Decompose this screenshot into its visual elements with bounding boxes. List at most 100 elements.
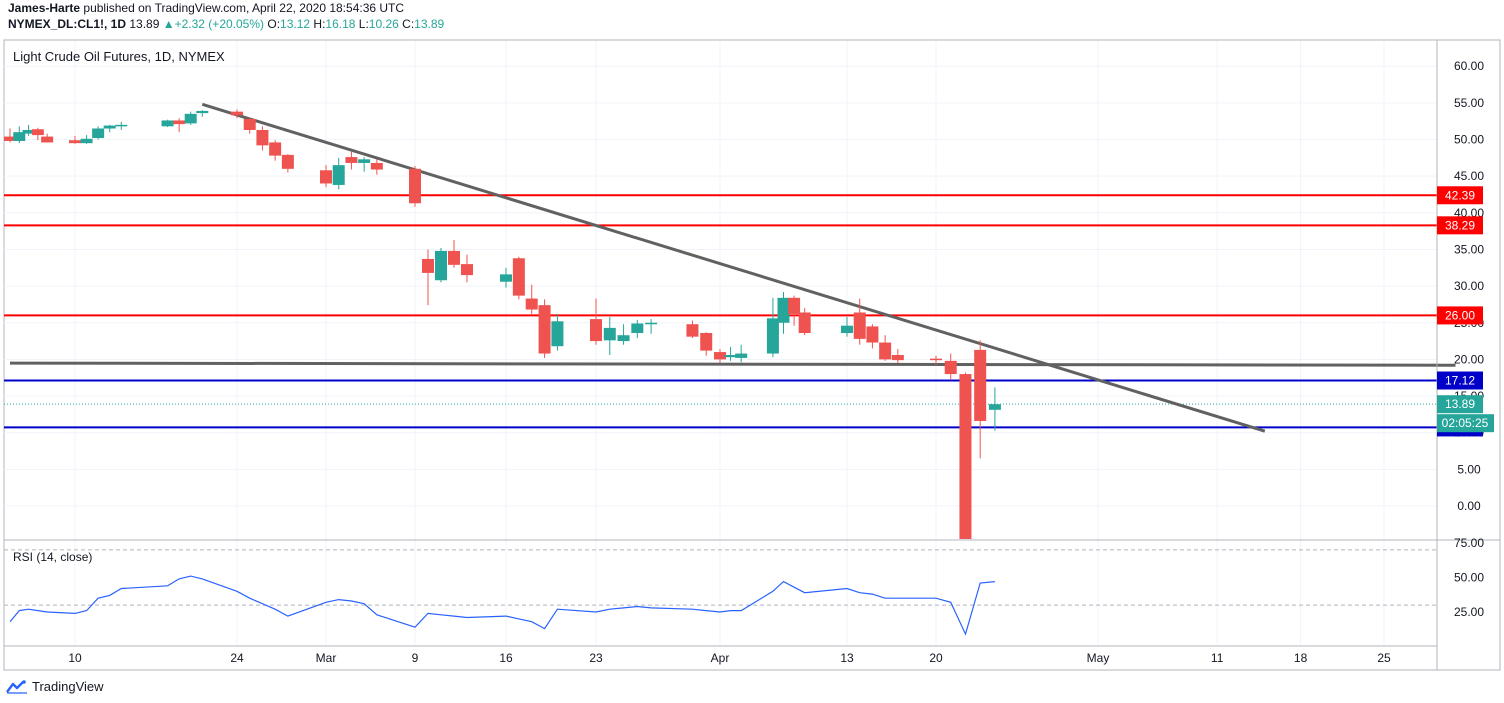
tradingview-logo[interactable]: TradingView xyxy=(6,679,104,694)
trend-line xyxy=(201,102,1266,433)
candle-body xyxy=(512,258,525,296)
price-tick-label: 55.00 xyxy=(1454,96,1484,110)
time-axis[interactable]: 10 24 Mar 9 16 23 Apr 13 20 May 11 18 25 xyxy=(68,651,1391,665)
candle-body xyxy=(525,298,538,310)
tradingview-brand: TradingView xyxy=(32,679,104,694)
candle-body xyxy=(196,110,209,114)
candle-body xyxy=(332,165,345,185)
price-tick-label: 60.00 xyxy=(1454,59,1484,73)
candle-body xyxy=(409,168,421,204)
candle-body xyxy=(370,162,383,170)
candle-body xyxy=(243,118,256,130)
low-value: 10.26 xyxy=(368,17,399,31)
trend-lines[interactable] xyxy=(9,102,1456,433)
candle-body xyxy=(777,297,790,323)
tradingview-logo-icon xyxy=(6,679,27,694)
candle-body xyxy=(841,325,853,334)
candle-body xyxy=(988,404,1001,410)
price-tick-label: 30.00 xyxy=(1454,279,1484,293)
level-badge-label: 26.00 xyxy=(1445,308,1475,322)
price-tick-label: 5.00 xyxy=(1457,462,1481,476)
candle-body xyxy=(461,264,473,276)
candle-body xyxy=(231,111,243,116)
countdown-label: 02:05:25 xyxy=(1442,416,1489,430)
level-badge xyxy=(1437,186,1483,205)
candle-body xyxy=(714,352,726,360)
price-tick-label: 45.00 xyxy=(1454,169,1484,183)
candle-body xyxy=(686,324,699,337)
candle-body xyxy=(69,140,81,144)
candle-body xyxy=(31,129,44,136)
open-value: 13.12 xyxy=(280,17,311,31)
candle-body xyxy=(617,335,630,342)
chart-title: Light Crude Oil Futures, 1D, NYMEX xyxy=(13,49,225,64)
candle-body xyxy=(161,120,174,127)
price-tick-label: 50.00 xyxy=(1454,133,1484,147)
candle-body xyxy=(891,355,904,361)
candle-body xyxy=(320,170,332,184)
time-tick-label: 10 xyxy=(68,651,82,665)
time-tick-label: 11 xyxy=(1211,651,1224,665)
candle-body xyxy=(13,132,26,141)
ohlc-legend: NYMEX_DL:CL1!, 1D 13.89 ▲+2.32 (+20.05%)… xyxy=(8,17,444,31)
candle-body xyxy=(788,297,801,314)
candle-body xyxy=(422,258,434,273)
change-value: ▲+2.32 (+20.05%) xyxy=(162,17,265,31)
last-price: 13.89 xyxy=(129,17,160,31)
time-tick-label: 25 xyxy=(1377,651,1391,665)
candle-body xyxy=(631,323,644,334)
last-price-badge xyxy=(1437,395,1483,414)
candle-body xyxy=(866,326,879,343)
candle-body xyxy=(80,138,93,144)
time-tick-label: May xyxy=(1087,651,1110,665)
time-tick-label: 24 xyxy=(230,651,244,665)
candles xyxy=(4,109,1001,539)
candle-body xyxy=(879,342,892,360)
candle-body xyxy=(358,159,371,163)
author-name[interactable]: James-Harte xyxy=(8,1,81,15)
rsi-tick-label: 75.00 xyxy=(1454,536,1484,550)
candle-body xyxy=(22,129,35,134)
time-tick-label: 23 xyxy=(589,651,603,665)
open-label: O: xyxy=(267,17,281,31)
candle-body xyxy=(269,142,282,156)
rsi-tick-label: 25.00 xyxy=(1454,605,1484,619)
level-badge xyxy=(1437,371,1483,390)
candle-body xyxy=(735,353,748,358)
candle-body xyxy=(41,136,54,143)
published-text: published on TradingView.com, April 22, … xyxy=(83,1,405,15)
price-tick-label: 35.00 xyxy=(1454,242,1484,256)
candle-body xyxy=(930,358,942,361)
high-label: H: xyxy=(313,17,326,31)
candle-body xyxy=(944,360,957,375)
rsi-title: RSI (14, close) xyxy=(13,550,92,564)
time-tick-label: Mar xyxy=(316,651,337,665)
countdown-badge xyxy=(1437,414,1494,433)
level-badge-label: 38.29 xyxy=(1445,218,1475,232)
candle-body xyxy=(345,157,358,163)
candle-body xyxy=(115,124,128,127)
candle-body xyxy=(500,274,512,282)
candle-body xyxy=(700,333,713,351)
candle-body xyxy=(448,250,460,265)
candle-body xyxy=(538,305,551,354)
candle-body xyxy=(603,327,616,341)
high-value: 16.18 xyxy=(325,17,356,31)
candle-body xyxy=(766,318,779,354)
price-tick-label: 0.00 xyxy=(1457,499,1481,513)
time-tick-label: 20 xyxy=(929,651,943,665)
time-tick-label: 16 xyxy=(499,651,513,665)
symbol-label: NYMEX_DL:CL1!, 1D xyxy=(8,17,127,31)
publish-info: James-Harte published on TradingView.com… xyxy=(8,1,404,15)
candle-body xyxy=(551,321,564,347)
candle-body xyxy=(435,250,447,281)
level-badge-label: 17.12 xyxy=(1445,374,1475,388)
price-tick-label: 20.00 xyxy=(1454,352,1484,366)
level-badge xyxy=(1437,306,1483,325)
candle-body xyxy=(281,154,294,169)
candle-body xyxy=(974,349,987,421)
time-tick-label: 18 xyxy=(1294,651,1308,665)
rsi-line xyxy=(9,575,995,636)
candle-body xyxy=(184,113,197,124)
